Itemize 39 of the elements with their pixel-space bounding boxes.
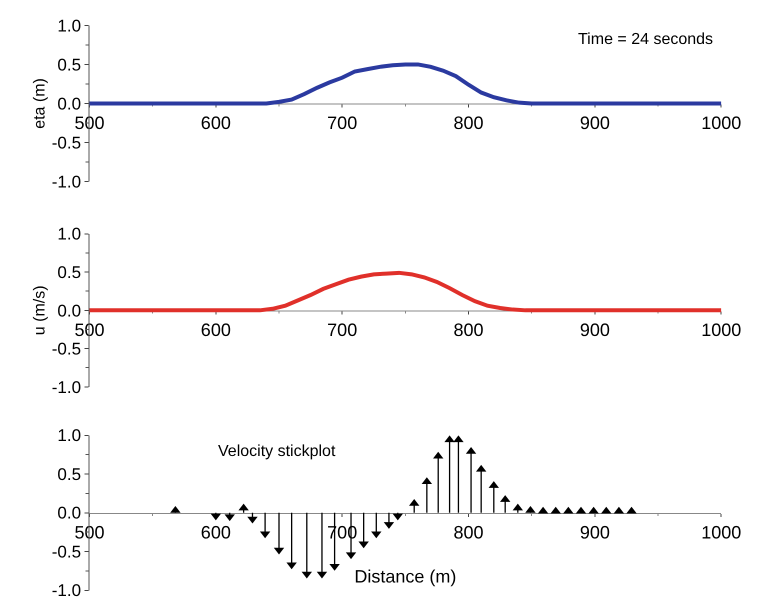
- x-tick-label: 900: [580, 522, 610, 542]
- y-tick-label: 0.5: [57, 464, 82, 484]
- y-tick-label: 1.0: [57, 16, 82, 36]
- x-tick-label: 800: [454, 113, 484, 134]
- point: [224, 514, 235, 522]
- y-tick-label: -0.5: [52, 340, 82, 359]
- x-tick-label: 600: [200, 113, 231, 134]
- y-tick-label: 0.0: [57, 504, 82, 523]
- y-tick-label: 0.0: [57, 94, 82, 114]
- x-tick-label: 900: [580, 113, 610, 134]
- point: [371, 531, 382, 538]
- y-tick-label: 0.5: [57, 263, 82, 282]
- y-tick-label: 1.0: [57, 426, 82, 446]
- y-tick-label: -1.0: [52, 581, 82, 600]
- annotation: Time = 24 seconds: [578, 31, 714, 48]
- y-axis-title: u (m/s): [32, 285, 49, 336]
- y-tick-label: -0.5: [52, 133, 82, 152]
- x-tick-label: 700: [327, 113, 358, 134]
- y-tick-label: -1.0: [52, 378, 82, 397]
- x-tick-label: 600: [200, 320, 231, 340]
- x-tick-label: 1000: [701, 113, 742, 134]
- x-tick-label: 800: [454, 522, 484, 542]
- line-series: [89, 62, 722, 106]
- y-tick-label: -1.0: [52, 172, 82, 192]
- x-tick-label: 1000: [701, 320, 742, 340]
- annotation: Velocity stickplot: [218, 443, 336, 460]
- y-tick-label: 1.0: [57, 224, 82, 244]
- x-tick-label: 700: [327, 320, 358, 340]
- y-tick-label: -0.5: [52, 542, 82, 562]
- x-tick-label: 600: [200, 522, 231, 542]
- y-axis-title: eta (m): [32, 78, 49, 129]
- point: [409, 498, 420, 506]
- x-tick-label: 900: [580, 320, 610, 340]
- y-tick-label: 0.0: [57, 301, 82, 320]
- line-series: [89, 270, 722, 312]
- y-tick-label: 0.5: [57, 55, 82, 74]
- x-tick-label: 800: [454, 320, 484, 340]
- x-tick-label: 1000: [701, 522, 742, 542]
- x-axis-title: Distance (m): [354, 566, 456, 586]
